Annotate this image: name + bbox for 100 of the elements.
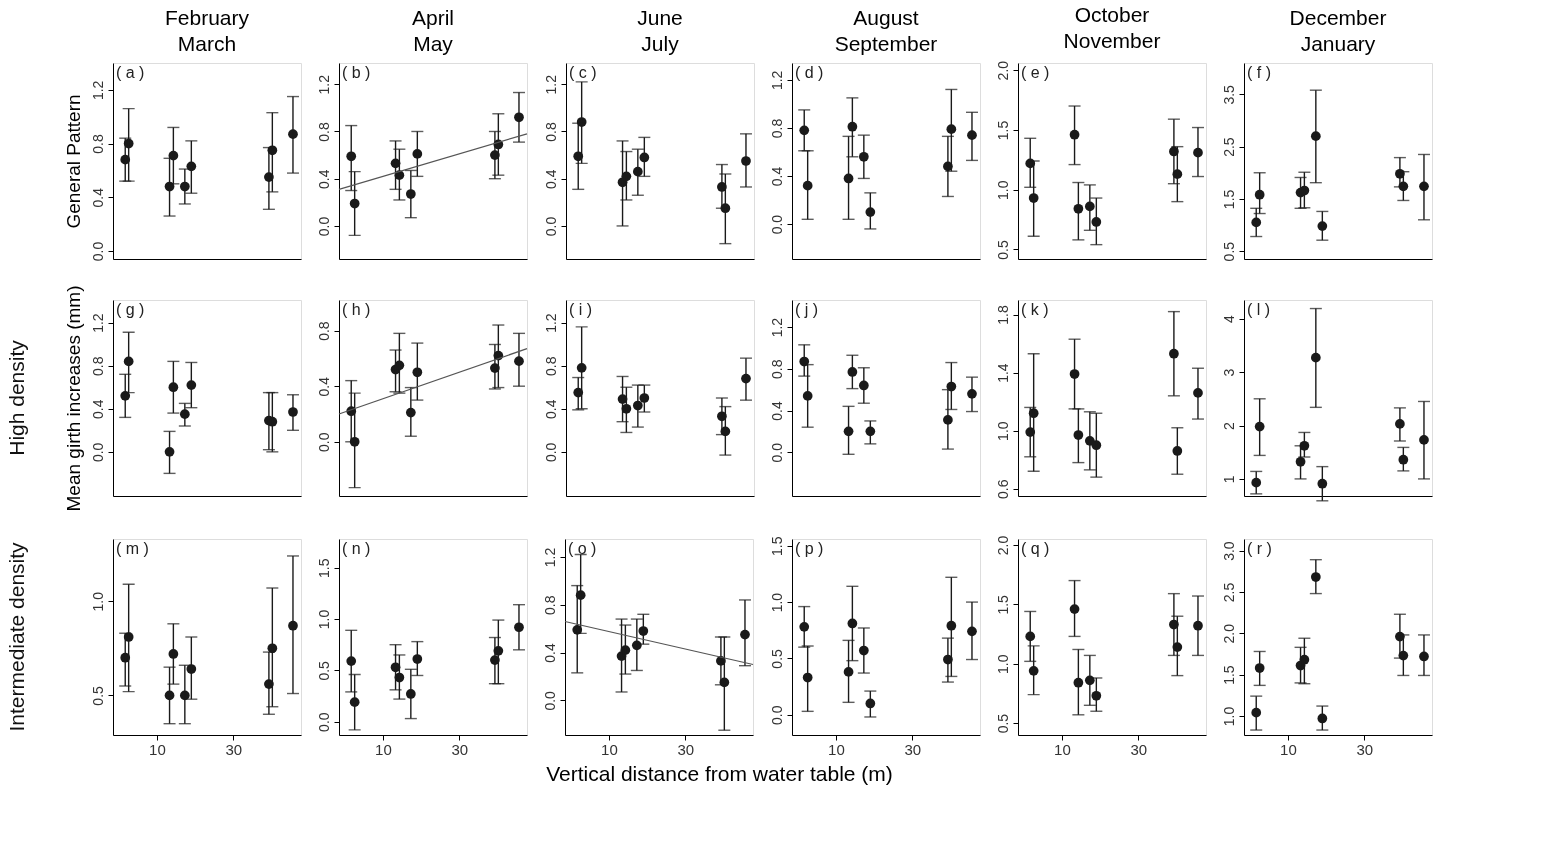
y-tick-label: 1.2	[768, 317, 785, 338]
y-tick-label: 4	[1220, 315, 1237, 324]
x-tick-label: 10	[601, 740, 618, 758]
x-tick-label: 30	[904, 740, 922, 758]
annotation: ( j )	[795, 301, 819, 318]
y-tick-label: 1.0	[994, 654, 1011, 674]
y-tick-label: 0.8	[541, 595, 558, 615]
x-tick-label: 10	[1280, 740, 1297, 758]
y-tick-label: 0.0	[768, 705, 785, 725]
y-tick-label: 0.0	[89, 241, 106, 262]
y-tick-label: 1.8	[994, 305, 1011, 325]
y-tick-label: 1.2	[315, 74, 332, 95]
y-tick-label: 1.5	[994, 594, 1011, 615]
y-tick-label: 1	[1220, 475, 1237, 484]
y-tick-label: 0.8	[542, 122, 559, 142]
annotation: ( g )	[116, 301, 145, 318]
annotation: ( q )	[1021, 540, 1050, 557]
annotation: ( r )	[1247, 540, 1272, 557]
y-tick-label: 0.0	[542, 442, 559, 463]
y-tick-label: 0.8	[89, 134, 106, 154]
y-tick-label: 2.0	[994, 535, 1011, 556]
y-tick-label: 1.0	[1220, 706, 1237, 727]
y-tick-label: 1.2	[542, 313, 559, 333]
x-tick-label: 10	[149, 740, 166, 758]
x-tick-label: 30	[451, 740, 469, 758]
y-tick-label: 0.5	[994, 713, 1011, 734]
text: Intermediate density	[5, 541, 28, 732]
y-tick-label: 3.0	[1220, 541, 1237, 561]
x-tick-label: 30	[1356, 740, 1374, 758]
chart-title: February March	[164, 6, 250, 55]
y-tick-label: 1.0	[89, 591, 106, 612]
y-tick-label: 2.0	[1220, 623, 1237, 644]
annotation: ( l )	[1247, 301, 1271, 318]
y-tick-label: 1.0	[768, 592, 785, 613]
x-tick-label: 30	[225, 740, 243, 758]
y-axis-title: General Pattern	[62, 94, 84, 229]
y-tick-label: 0.5	[1220, 241, 1237, 262]
y-tick-label: 0.0	[89, 442, 106, 463]
y-axis-title: Mean girth increases (mm)	[62, 285, 84, 512]
y-tick-label: 0.8	[542, 356, 559, 376]
annotation: ( b )	[342, 64, 371, 81]
y-tick-label: 1.5	[1220, 665, 1237, 685]
y-tick-label: 2.5	[1220, 582, 1237, 603]
annotation: ( i )	[569, 301, 593, 318]
y-tick-label: 0.0	[768, 442, 785, 463]
y-tick-label: 0.5	[768, 648, 785, 669]
y-tick-label: 0.5	[89, 685, 106, 706]
annotation: ( k )	[1021, 301, 1049, 318]
annotation: ( o )	[568, 540, 597, 557]
chart-title: June July	[637, 6, 683, 55]
y-tick-label: 0.4	[315, 376, 332, 397]
y-tick-label: 0.4	[89, 399, 106, 419]
y-tick-label: 0.6	[994, 479, 1011, 499]
text: High density	[5, 339, 28, 456]
y-tick-label: 0.4	[542, 169, 559, 189]
y-tick-label: 0.4	[541, 643, 558, 663]
y-tick-label: 0.4	[315, 169, 332, 189]
y-tick-label: 0.4	[542, 399, 559, 419]
y-tick-label: 0.8	[89, 356, 106, 376]
y-tick-label: 2	[1220, 421, 1237, 430]
y-tick-label: 0.0	[315, 216, 332, 237]
annotation: ( d )	[795, 64, 824, 81]
chart-title: August September	[834, 6, 938, 55]
y-tick-label: 3	[1220, 368, 1237, 377]
chart-title: October November	[1063, 3, 1161, 53]
y-tick-label: 0.4	[768, 401, 785, 421]
y-tick-label: 1.0	[994, 180, 1011, 200]
y-tick-label: 1.2	[768, 70, 785, 91]
y-tick-label: 1.4	[994, 363, 1011, 383]
y-tick-label: 1.2	[89, 313, 106, 333]
x-tick-label: 30	[677, 740, 695, 758]
annotation: ( c )	[569, 64, 597, 81]
x-tick-label: 10	[1054, 740, 1071, 758]
annotation: ( a )	[116, 64, 145, 81]
y-tick-label: 0.0	[541, 690, 558, 711]
y-tick-label: 2.0	[994, 60, 1011, 81]
annotation: ( p )	[795, 540, 824, 557]
y-tick-label: 1.5	[315, 558, 332, 578]
y-tick-label: 1.2	[542, 74, 559, 95]
y-tick-label: 0.8	[315, 122, 332, 142]
y-tick-label: 0.4	[768, 166, 785, 187]
annotation: ( n )	[342, 540, 371, 557]
y-tick-label: 1.2	[541, 547, 558, 568]
y-tick-label: 1.5	[994, 120, 1011, 141]
annotation: ( m )	[116, 540, 149, 557]
y-tick-label: 1.0	[994, 421, 1011, 441]
y-tick-label: 0.5	[315, 660, 332, 681]
y-tick-label: 0.8	[768, 118, 785, 139]
y-tick-label: 0.8	[768, 359, 785, 380]
y-tick-label: 0.0	[315, 432, 332, 453]
chart-title: April May	[411, 6, 455, 55]
y-tick-label: 1.5	[1220, 189, 1237, 210]
y-tick-label: 0.0	[315, 712, 332, 732]
y-tick-label: 0.5	[994, 240, 1011, 260]
y-tick-label: 1.0	[315, 609, 332, 630]
chart-title: December January	[1289, 6, 1387, 55]
annotation: ( f )	[1247, 64, 1271, 81]
x-tick-label: 10	[828, 740, 845, 758]
x-tick-label: 10	[375, 740, 392, 758]
y-tick-label: 0.0	[768, 214, 785, 235]
